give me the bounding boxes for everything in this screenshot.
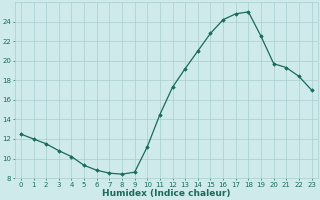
X-axis label: Humidex (Indice chaleur): Humidex (Indice chaleur) bbox=[102, 189, 230, 198]
